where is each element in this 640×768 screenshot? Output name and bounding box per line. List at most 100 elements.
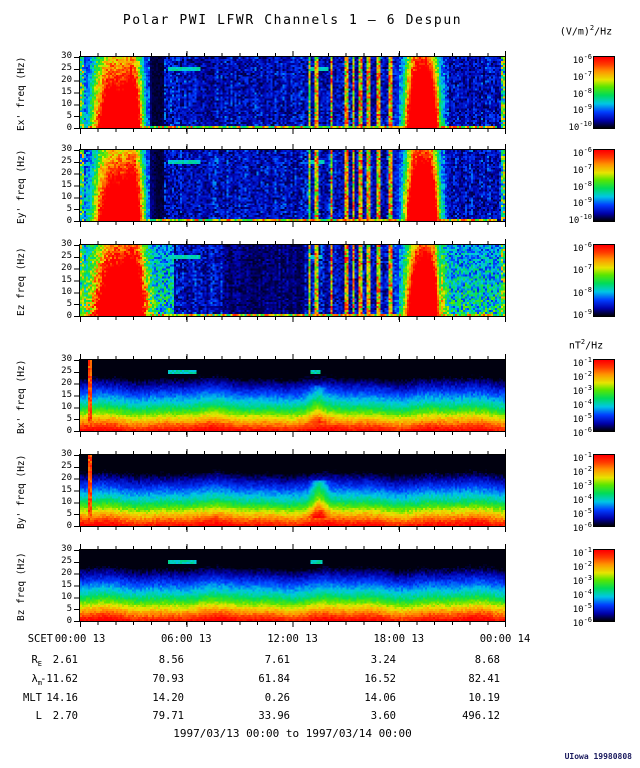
y-tick-labels-ey: 30 25 20 15 10 5 0 [44, 145, 72, 226]
y-tick-label: 25 [61, 461, 72, 471]
spectrogram-canvas-bx [80, 360, 505, 431]
y-tick-label: 15 [61, 180, 72, 190]
ephemeris-value: 8.56 [158, 654, 184, 666]
colorbar-ez [594, 245, 614, 316]
colorbar-tick-label: 10-10 [568, 120, 593, 133]
colorbar-frame-ey [593, 149, 615, 222]
ephemeris-value: 82.41 [468, 673, 500, 685]
y-tick-label: 30 [61, 144, 72, 154]
spectrogram-frame-bx [79, 359, 506, 432]
y-tick-label: 25 [61, 63, 72, 73]
colorbar-by [594, 455, 614, 526]
y-tick-marks [74, 150, 79, 222]
colorbar-frame-ez [593, 244, 615, 317]
b-colorbar-unit-label: nT2/Hz [568, 338, 604, 352]
colorbar-tick-label: 10-3 [572, 479, 592, 492]
y-tick-marks [74, 360, 79, 432]
y-tick-label: 30 [61, 449, 72, 459]
x-axis-tick-label: 00:00 14 [479, 633, 531, 645]
y-tick-marks [74, 455, 79, 527]
ephemeris-value: 3.60 [370, 710, 396, 722]
colorbar-tick-labels-ey: 10-6 10-7 10-8 10-9 10-10 [548, 145, 593, 226]
colorbar-tick-label: 10-8 [572, 285, 592, 299]
y-tick-labels-ez: 30 25 20 15 10 5 0 [44, 240, 72, 321]
colorbar-tick-label: 10-4 [572, 398, 592, 411]
x-tick-marks-major [80, 51, 506, 56]
y-tick-label: 15 [61, 275, 72, 285]
colorbar-tick-label: 10-6 [572, 426, 592, 439]
ephemeris-value: 70.93 [152, 673, 184, 685]
y-tick-label: 5 [66, 414, 72, 424]
y-tick-label: 20 [61, 75, 72, 85]
x-tick-marks-major [80, 432, 506, 437]
ephemeris-value: 16.52 [364, 673, 396, 685]
ephemeris-value: 7.61 [264, 654, 290, 666]
colorbar-tick-labels-bz: 10-1 10-2 10-3 10-4 10-5 10-6 [548, 545, 592, 629]
y-tick-label: 5 [66, 509, 72, 519]
y-tick-label: 25 [61, 156, 72, 166]
x-axis-tick-label: 06:00 13 [160, 633, 212, 645]
ephemeris-value: 10.19 [468, 692, 500, 704]
colorbar-frame-ex [593, 56, 615, 129]
colorbar-tick-label: 10-6 [572, 616, 592, 629]
colorbar-tick-label: 10-1 [572, 356, 592, 369]
ephemeris-value: 61.84 [258, 673, 290, 685]
y-tick-label: 5 [66, 299, 72, 309]
ephemeris-row-label: MLT [23, 692, 42, 704]
credit-label: UIowa 19980808 [564, 752, 632, 761]
y-tick-label: 25 [61, 556, 72, 566]
y-tick-labels-by: 30 25 20 15 10 5 0 [44, 450, 72, 531]
y-tick-label: 15 [61, 390, 72, 400]
y-axis-label-bx: Bx' freq (Hz) [16, 359, 27, 434]
y-tick-labels-bx: 30 25 20 15 10 5 0 [44, 355, 72, 436]
y-tick-label: 10 [61, 497, 72, 507]
colorbar-tick-label: 10-2 [572, 370, 592, 383]
colorbar-tick-labels-bx: 10-1 10-2 10-3 10-4 10-5 10-6 [548, 355, 592, 439]
y-tick-label: 10 [61, 99, 72, 109]
y-tick-labels-bz: 30 25 20 15 10 5 0 [44, 545, 72, 626]
colorbar-frame-bz [593, 549, 615, 622]
colorbar-tick-label: 10-9 [572, 196, 592, 210]
y-tick-label: 10 [61, 592, 72, 602]
y-tick-label: 0 [66, 216, 72, 226]
y-tick-marks [74, 57, 79, 129]
colorbar-tick-label: 10-7 [572, 162, 592, 176]
scet-label: SCET [27, 633, 53, 645]
colorbar-tick-label: 10-9 [572, 307, 592, 321]
colorbar-frame-by [593, 454, 615, 527]
x-tick-marks-major [80, 222, 506, 227]
y-tick-label: 30 [61, 354, 72, 364]
y-tick-label: 15 [61, 485, 72, 495]
colorbar-tick-label: 10-7 [572, 69, 592, 83]
colorbar-tick-label: 10-8 [572, 86, 592, 100]
x-tick-marks-major [80, 144, 506, 149]
y-tick-label: 5 [66, 604, 72, 614]
colorbar-tick-label: 10-3 [572, 574, 592, 587]
ephemeris-row-label: RE [31, 654, 42, 669]
y-tick-label: 0 [66, 123, 72, 133]
colorbar-tick-label: 10-6 [572, 146, 592, 159]
plot-title: Polar PWI LFWR Channels 1 — 6 Despun [122, 13, 463, 28]
colorbar-tick-labels-ex: 10-6 10-7 10-8 10-9 10-10 [548, 52, 593, 133]
y-tick-label: 30 [61, 544, 72, 554]
ephemeris-value: -11.62 [40, 673, 78, 685]
colorbar-bx [594, 360, 614, 431]
y-tick-label: 15 [61, 580, 72, 590]
colorbar-tick-label: 10-4 [572, 588, 592, 601]
colorbar-bz [594, 550, 614, 621]
ephemeris-value: 2.70 [52, 710, 78, 722]
x-tick-marks-major [80, 449, 506, 454]
y-axis-label-ez: Ez freq (Hz) [16, 247, 27, 316]
y-tick-marks [74, 245, 79, 317]
x-tick-marks-major [80, 129, 506, 134]
x-tick-marks-major [80, 239, 506, 244]
y-tick-labels-ex: 30 25 20 15 10 5 0 [44, 52, 72, 133]
colorbar-tick-label: 10-2 [572, 560, 592, 573]
y-axis-label-ey: Ey' freq (Hz) [16, 149, 27, 224]
colorbar-frame-bx [593, 359, 615, 432]
colorbar-tick-label: 10-10 [568, 213, 593, 226]
y-axis-label-bz: Bz freq (Hz) [16, 552, 27, 621]
colorbar-tick-labels-ez: 10-6 10-7 10-8 10-9 [548, 240, 592, 321]
spectrogram-canvas-bz [80, 550, 505, 621]
